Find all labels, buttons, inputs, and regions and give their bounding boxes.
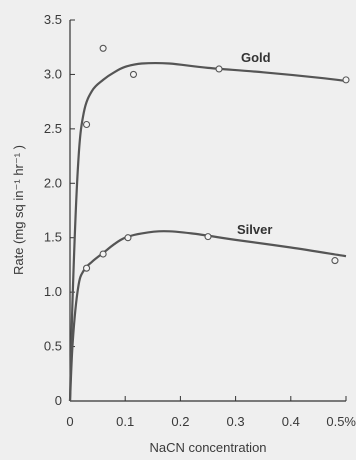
x-tick-label: 0.2 [171,414,189,429]
series-line-silver [68,230,347,402]
series-label-gold: Gold [241,50,271,65]
series-line-gold [68,61,347,402]
y-tick-label: 1.5 [44,230,62,245]
series-label-silver: Silver [237,222,272,237]
axes [69,20,346,402]
y-axis-title: Rate (mg sq in⁻¹ hr⁻¹ ) [11,145,26,275]
y-tick-label: 0 [55,393,62,408]
data-point-gold [129,70,138,78]
data-point-silver [124,234,132,242]
y-tick-label: 3.5 [44,12,62,27]
tick-labels: 0 0.5 1.0 1.5 2.0 2.5 3.0 3.5 0 0.1 0.2 0.3 0.4 0.5% [44,12,356,429]
y-tick-label: 2.5 [44,121,62,136]
x-tick-label: 0.1 [116,414,134,429]
data-markers [83,44,350,272]
data-point-silver [83,264,91,272]
data-point-gold [83,120,91,129]
y-tick-label: 2.0 [44,175,62,190]
data-point-gold [215,65,223,73]
x-tick-label: 0.5% [326,414,356,429]
data-point-silver [99,250,107,258]
data-point-gold [99,44,107,52]
series-curves [68,61,347,402]
x-tick-label: 0 [66,414,73,429]
y-tick-label: 3.0 [44,66,62,81]
x-tick-label: 0.3 [227,414,245,429]
data-point-silver [331,257,339,265]
x-axis-title: NaCN concentration [149,440,266,455]
data-point-silver [204,233,212,241]
y-tick-label: 0.5 [44,339,62,354]
data-point-gold [342,76,350,84]
x-tick-label: 0.4 [282,414,300,429]
y-tick-label: 1.0 [44,284,62,299]
